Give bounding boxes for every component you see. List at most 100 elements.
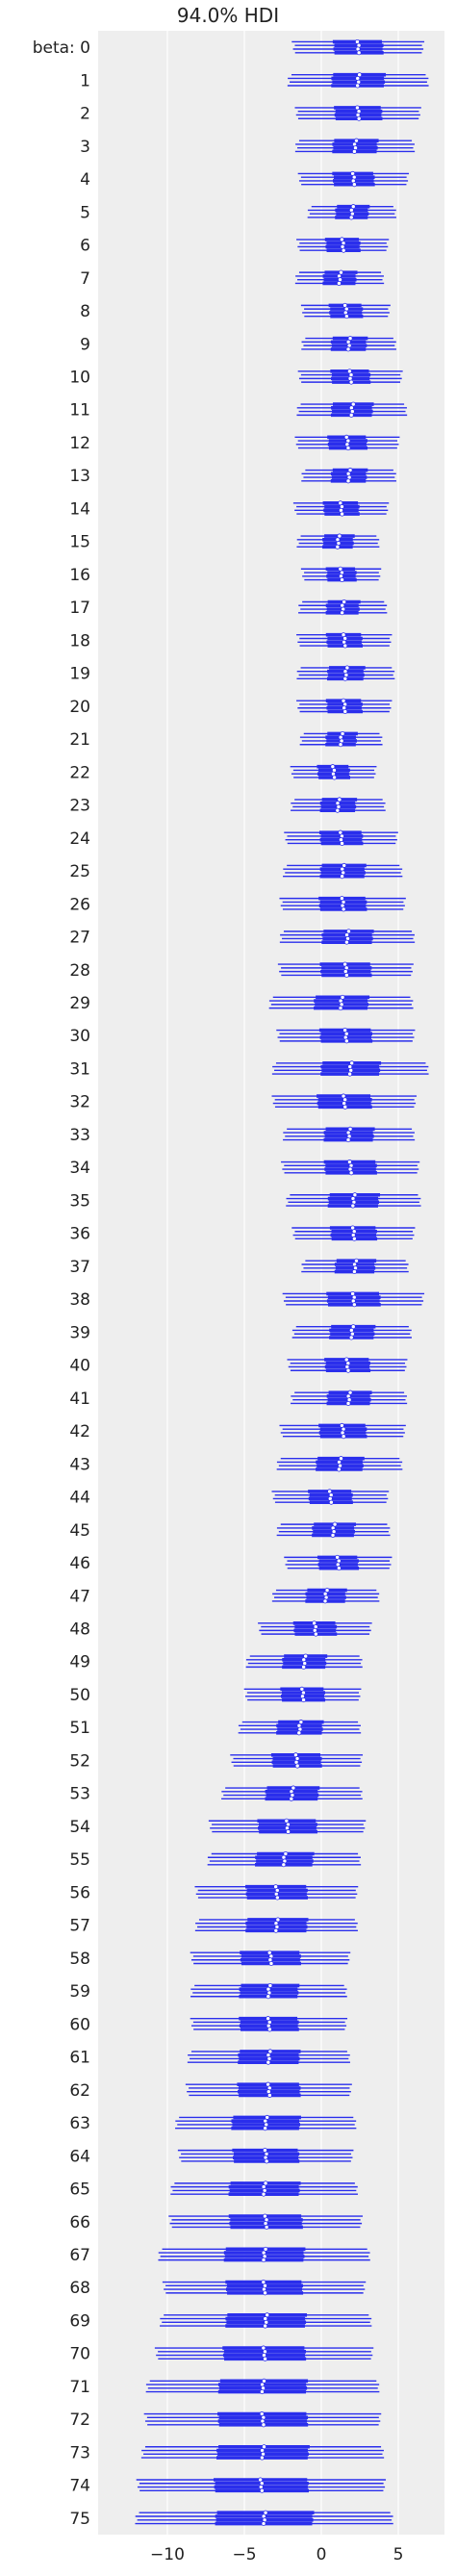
y-tick-label: 45 <box>69 1521 90 1541</box>
median-point <box>348 1335 354 1340</box>
y-tick-label: 60 <box>69 2015 90 2034</box>
median-point <box>342 643 348 649</box>
median-point <box>261 2521 266 2527</box>
median-point <box>343 1038 349 1044</box>
median-point <box>340 840 345 846</box>
y-tick-label: 14 <box>69 499 90 519</box>
median-point <box>259 2389 265 2395</box>
y-tick-label: 38 <box>69 1290 90 1310</box>
median-point <box>345 346 351 352</box>
median-point <box>348 1170 354 1176</box>
median-point <box>289 1796 294 1801</box>
y-tick-label: 22 <box>69 763 90 782</box>
y-tick-label: 18 <box>69 631 90 650</box>
median-point <box>345 446 351 451</box>
y-tick-label: 46 <box>69 1554 90 1573</box>
y-tick-label: beta: 0 <box>33 38 90 58</box>
median-point <box>274 1895 280 1900</box>
y-tick-label: 66 <box>69 2213 90 2232</box>
median-point <box>345 1400 351 1406</box>
y-tick-label: 26 <box>69 895 90 914</box>
median-point <box>263 2290 268 2296</box>
median-point <box>343 939 349 945</box>
y-tick-label: 52 <box>69 1751 90 1771</box>
y-tick-label: 37 <box>69 1258 90 1277</box>
median-point <box>348 215 354 220</box>
median-point <box>301 1664 307 1670</box>
median-point <box>356 50 362 56</box>
y-tick-label: 10 <box>69 368 90 387</box>
median-point <box>343 972 349 978</box>
y-tick-label: 57 <box>69 1917 90 1936</box>
y-tick-label: 73 <box>69 2443 90 2462</box>
median-point <box>348 412 354 418</box>
y-tick-label: 53 <box>69 1785 90 1804</box>
y-tick-label: 16 <box>69 566 90 585</box>
y-tick-label: 31 <box>69 1059 90 1079</box>
median-point <box>336 1467 342 1472</box>
median-point <box>345 478 351 484</box>
y-tick-label: 48 <box>69 1620 90 1639</box>
median-point <box>266 1994 271 2000</box>
median-point <box>351 148 357 154</box>
median-point <box>340 610 345 616</box>
y-tick-label: 71 <box>69 2378 90 2397</box>
median-point <box>330 1532 336 1538</box>
median-point <box>313 1631 318 1637</box>
y-tick-label: 13 <box>69 467 90 486</box>
y-tick-label: 32 <box>69 1093 90 1112</box>
median-point <box>263 2356 268 2361</box>
median-point <box>338 742 343 748</box>
y-tick-label: 74 <box>69 2477 90 2496</box>
y-tick-label: 70 <box>69 2345 90 2364</box>
median-point <box>336 1566 342 1571</box>
y-tick-label: 20 <box>69 698 90 717</box>
median-point <box>351 1269 357 1275</box>
y-tick-label: 33 <box>69 1126 90 1145</box>
median-point <box>351 1236 357 1241</box>
y-tick-label: 47 <box>69 1587 90 1606</box>
median-point <box>259 2487 265 2493</box>
median-point <box>338 1006 343 1011</box>
median-point <box>345 1137 351 1143</box>
median-point <box>356 115 362 121</box>
y-tick-label: 11 <box>69 401 90 421</box>
y-tick-label: 28 <box>69 961 90 981</box>
y-tick-label: 55 <box>69 1850 90 1870</box>
x-tick-label: 5 <box>393 2545 404 2564</box>
median-point <box>259 2455 265 2461</box>
y-tick-label: 15 <box>69 533 90 552</box>
median-point <box>266 2027 272 2032</box>
y-tick-label: 1 <box>80 71 90 90</box>
median-point <box>301 1697 307 1703</box>
median-point <box>273 1927 279 1933</box>
median-point <box>342 709 348 715</box>
median-point <box>341 906 346 912</box>
median-point <box>340 511 345 517</box>
median-point <box>348 379 354 385</box>
y-tick-label: 39 <box>69 1323 90 1342</box>
y-tick-label: 65 <box>69 2181 90 2200</box>
y-tick-label: 25 <box>69 862 90 881</box>
y-tick-label: 4 <box>80 170 90 190</box>
y-tick-label: 40 <box>69 1357 90 1376</box>
y-tick-label: 62 <box>69 2081 90 2101</box>
y-tick-label: 34 <box>69 1159 90 1178</box>
median-point <box>266 2059 271 2065</box>
y-tick-label: 3 <box>80 138 90 157</box>
median-point <box>341 1434 346 1440</box>
median-point <box>351 1302 357 1308</box>
median-point <box>296 1730 302 1736</box>
median-point <box>286 1829 291 1835</box>
y-tick-label: 7 <box>80 269 90 289</box>
y-tick-label: 63 <box>69 2114 90 2133</box>
y-tick-label: 23 <box>69 797 90 816</box>
y-tick-label: 49 <box>69 1653 90 1672</box>
y-tick-label: 17 <box>69 599 90 618</box>
median-point <box>355 83 361 89</box>
median-point <box>342 1104 348 1109</box>
y-tick-label: 51 <box>69 1719 90 1738</box>
y-tick-label: 27 <box>69 929 90 948</box>
y-tick-label: 36 <box>69 1225 90 1244</box>
median-point <box>268 1961 274 1967</box>
